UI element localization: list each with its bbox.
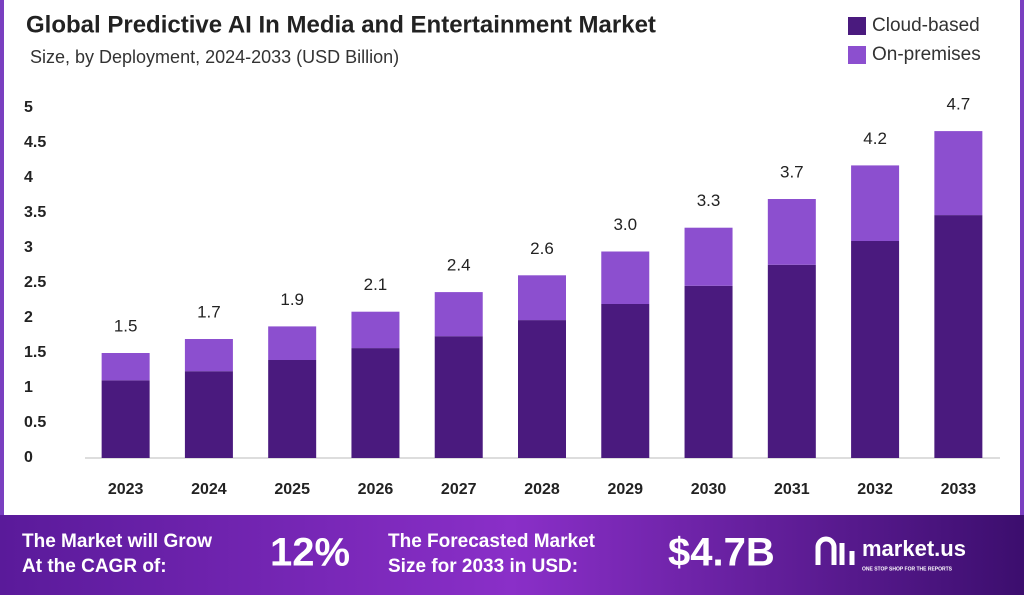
- bar-segment: [851, 241, 900, 458]
- footer-value: $4.7B: [668, 531, 775, 575]
- y-tick-label: 1: [24, 379, 33, 396]
- bar-segment: [434, 292, 483, 337]
- bar-segment: [767, 264, 816, 458]
- bar-segment: [934, 131, 983, 216]
- x-tick-label: 2026: [358, 481, 394, 498]
- y-tick-label: 0: [24, 449, 33, 466]
- logo-icon: [815, 536, 855, 565]
- tagline: ONE STOP SHOP FOR THE REPORTS: [862, 566, 953, 572]
- right-border: [1020, 0, 1024, 515]
- bar-segment: [184, 371, 233, 458]
- total-label: 1.9: [280, 290, 304, 309]
- total-label: 3.7: [780, 162, 804, 181]
- total-label: 2.4: [447, 256, 471, 275]
- total-label: 4.7: [947, 95, 971, 114]
- x-tick-label: 2030: [691, 481, 727, 498]
- x-tick-label: 2032: [857, 481, 893, 498]
- footer-text: The Forecasted Market: [388, 531, 596, 552]
- bar-segment: [518, 275, 566, 321]
- bar-segment: [434, 336, 483, 458]
- x-tick-label: 2029: [607, 481, 643, 498]
- bar-segment: [101, 380, 150, 458]
- y-tick-label: 4: [24, 169, 33, 186]
- bar-segment: [934, 215, 983, 458]
- x-tick-label: 2033: [941, 481, 977, 498]
- y-tick-label: 3: [24, 239, 33, 256]
- x-tick-label: 2025: [274, 481, 310, 498]
- chart-subtitle: Size, by Deployment, 2024-2033 (USD Bill…: [30, 47, 399, 67]
- bar-segment: [268, 326, 317, 360]
- x-tick-label: 2023: [108, 481, 144, 498]
- legend-label: Cloud-based: [872, 15, 980, 36]
- bar-segment: [767, 199, 816, 265]
- y-tick-label: 4.5: [24, 134, 46, 151]
- footer-text: The Market will Grow: [22, 531, 212, 552]
- left-border: [0, 0, 4, 515]
- y-tick-label: 2: [24, 309, 33, 326]
- brand: market.us: [862, 536, 966, 561]
- y-tick-label: 0.5: [24, 414, 46, 431]
- y-tick-label: 3.5: [24, 204, 46, 221]
- y-tick-label: 5: [24, 99, 33, 116]
- legend-swatch: [848, 17, 866, 35]
- bar-segment: [684, 285, 733, 458]
- x-tick-label: 2027: [441, 481, 477, 498]
- legend-swatch: [848, 46, 866, 64]
- footer-text: At the CAGR of:: [22, 556, 167, 577]
- footer-value: 12%: [270, 531, 350, 575]
- chart-title: Global Predictive AI In Media and Entert…: [26, 11, 656, 38]
- y-tick-label: 2.5: [24, 274, 46, 291]
- x-tick-label: 2028: [524, 481, 560, 498]
- total-label: 4.2: [863, 129, 887, 148]
- bar-segment: [684, 227, 733, 286]
- bar-segment: [601, 251, 650, 304]
- total-label: 2.6: [530, 239, 554, 258]
- bar-segment: [518, 320, 566, 458]
- footer: The Market will Grow At the CAGR of: 12%…: [22, 531, 966, 577]
- bar-segment: [184, 339, 233, 372]
- total-label: 3.3: [697, 191, 721, 210]
- bar-segment: [351, 348, 400, 458]
- total-label: 3.0: [613, 215, 637, 234]
- x-tick-label: 2024: [191, 481, 227, 498]
- y-tick-label: 1.5: [24, 344, 46, 361]
- bar-segment: [101, 353, 150, 381]
- bar-segment: [851, 165, 900, 241]
- x-tick-label: 2031: [774, 481, 810, 498]
- bar-segment: [351, 311, 400, 349]
- total-label: 2.1: [364, 275, 388, 294]
- total-label: 1.5: [114, 316, 138, 335]
- legend-label: On-premises: [872, 44, 981, 65]
- footer-text: Size for 2033 in USD:: [388, 556, 578, 577]
- bar-segment: [601, 304, 650, 458]
- bar-segment: [268, 360, 317, 458]
- total-label: 1.7: [197, 302, 221, 321]
